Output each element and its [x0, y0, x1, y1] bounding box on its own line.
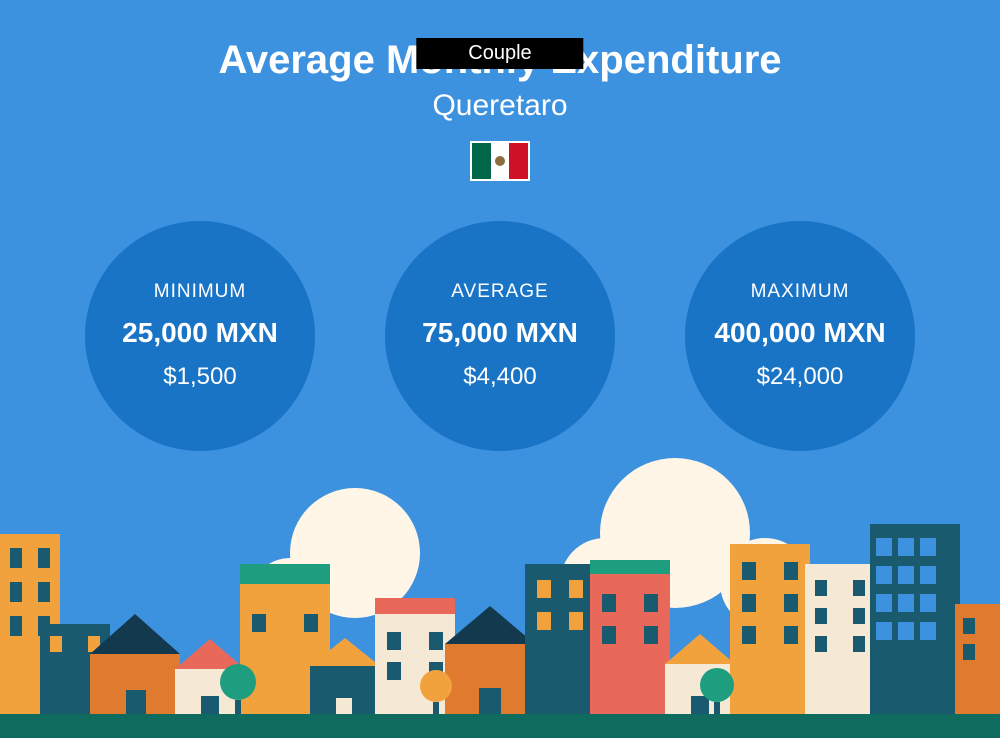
stat-amount-mxn: 25,000 MXN — [122, 317, 278, 349]
stat-label: AVERAGE — [451, 281, 548, 303]
stat-circle-maximum: MAXIMUM 400,000 MXN $24,000 — [685, 221, 915, 451]
stat-amount-usd: $24,000 — [757, 363, 844, 391]
location-subtitle: Queretaro — [0, 89, 1000, 123]
stat-amount-mxn: 75,000 MXN — [422, 317, 578, 349]
category-badge: Couple — [416, 38, 583, 69]
stat-circle-average: AVERAGE 75,000 MXN $4,400 — [385, 221, 615, 451]
stat-amount-usd: $4,400 — [463, 363, 536, 391]
stat-amount-mxn: 400,000 MXN — [714, 317, 885, 349]
cityscape-illustration — [0, 508, 1000, 738]
stat-label: MINIMUM — [154, 281, 246, 303]
mexico-flag-icon — [470, 141, 530, 181]
stats-row: MINIMUM 25,000 MXN $1,500 AVERAGE 75,000… — [0, 221, 1000, 451]
stat-amount-usd: $1,500 — [163, 363, 236, 391]
stat-label: MAXIMUM — [751, 281, 850, 303]
stat-circle-minimum: MINIMUM 25,000 MXN $1,500 — [85, 221, 315, 451]
